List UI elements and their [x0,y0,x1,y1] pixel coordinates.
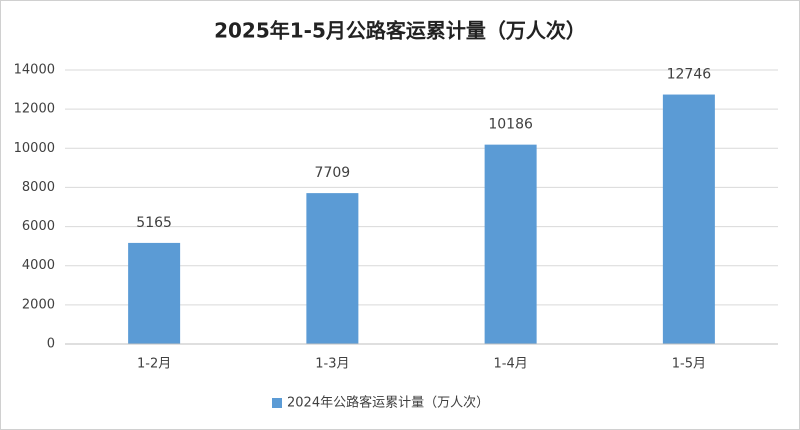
y-tick-label: 14000 [14,63,55,78]
chart-title: 2025年1-5月公路客运累计量（万人次） [214,19,586,43]
data-label: 12746 [667,67,712,83]
y-tick-label: 10000 [14,141,55,156]
data-label: 10186 [488,117,533,133]
bar [128,242,181,344]
bar [662,94,715,344]
bar [484,144,537,344]
y-tick-label: 8000 [22,180,55,195]
y-tick-label: 12000 [14,102,55,117]
x-tick-label: 1-5月 [672,357,706,372]
x-tick-label: 1-3月 [315,357,349,372]
y-tick-label: 4000 [22,258,55,273]
legend-swatch [272,398,282,408]
y-tick-label: 2000 [22,297,55,312]
y-tick-label: 0 [47,337,55,352]
data-label: 7709 [315,165,351,181]
x-tick-label: 1-2月 [137,357,171,372]
bar [306,193,359,344]
y-tick-label: 6000 [22,219,55,234]
legend-label: 2024年公路客运累计量（万人次） [287,395,489,411]
data-label: 5165 [136,215,172,231]
x-tick-label: 1-4月 [494,357,528,372]
